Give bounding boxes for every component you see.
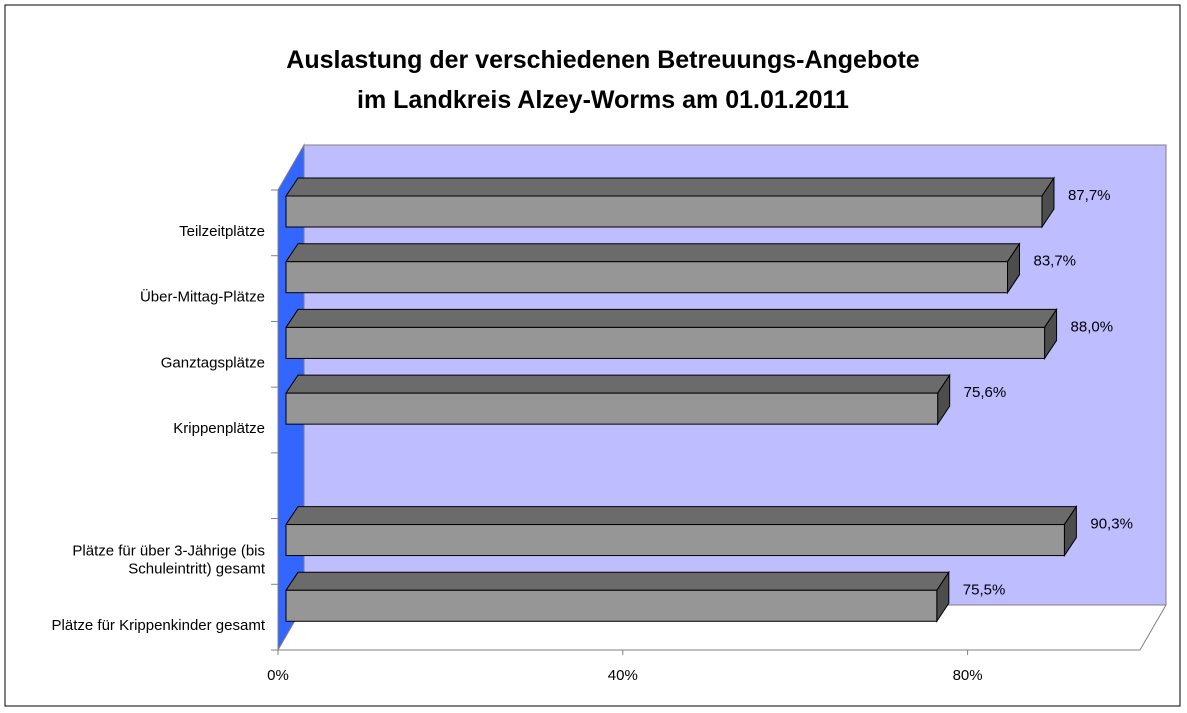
bar-front [285, 392, 939, 425]
label-line: Plätze für über 3-Jährige (bis [72, 542, 265, 559]
bar-top [285, 571, 950, 591]
bar [285, 373, 951, 426]
bar-top [285, 177, 1055, 197]
value-label: 75,5% [963, 581, 1006, 598]
x-tick-label: 80% [953, 667, 983, 684]
bar-top [285, 243, 1021, 263]
label-line: Über-Mittag-Plätze [140, 288, 265, 306]
bar-front [285, 195, 1043, 228]
bar-front [285, 326, 1046, 359]
chart-title: Auslastung der verschiedenen Betreuungs-… [286, 46, 920, 74]
bar-top [285, 374, 951, 394]
bar-front [285, 589, 938, 622]
bar [285, 242, 1021, 295]
label-line: Ganztagsplätze [161, 354, 265, 371]
bar [285, 176, 1055, 229]
value-label: 90,3% [1090, 516, 1133, 533]
value-label: 75,6% [964, 384, 1007, 401]
label-line: Plätze für Krippenkinder gesamt [52, 617, 266, 634]
value-label: 88,0% [1071, 318, 1114, 335]
bar-top [285, 308, 1058, 328]
y-tick-label: Über-Mittag-Plätze [140, 288, 265, 306]
bar [285, 307, 1058, 361]
x-tick-label: 40% [608, 667, 638, 684]
y-tick-label: Ganztagsplätze [161, 354, 265, 371]
label-line: Teilzeitplätze [179, 223, 265, 240]
bar-top [285, 506, 1078, 526]
y-tick-label: Teilzeitplätze [179, 223, 265, 240]
y-tick-label: Plätze für über 3-Jährige (bis Schuleintr… [72, 542, 265, 577]
bar [285, 570, 950, 623]
bar [285, 504, 1078, 558]
value-label: 83,7% [1033, 253, 1076, 270]
chart-title: im Landkreis Alzey-Worms am 01.01.2011 [357, 86, 849, 114]
bar-front [285, 524, 1065, 557]
bar-front [285, 261, 1008, 294]
y-tick-label: Krippenplätze [173, 420, 265, 437]
label-line: Schuleintritt) gesamt [128, 560, 266, 577]
x-tick-label: 0% [267, 667, 289, 684]
label-line: Krippenplätze [173, 420, 265, 437]
value-label: 87,7% [1068, 187, 1111, 204]
y-tick-label: Plätze für Krippenkinder gesamt [52, 617, 266, 634]
